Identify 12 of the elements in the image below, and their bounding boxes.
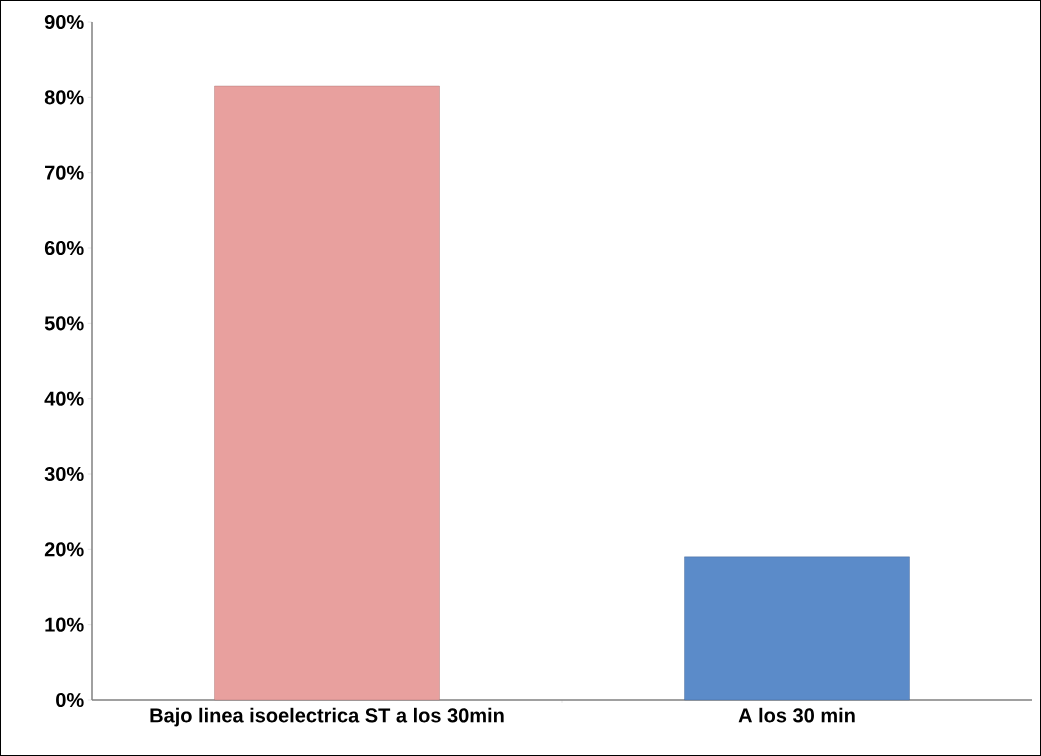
x-tick-label: A los 30 min — [738, 707, 855, 723]
y-tick-label: 70% — [45, 165, 84, 180]
y-tick-label: 80% — [44, 90, 84, 105]
y-tick-label: 30% — [44, 466, 84, 482]
y-tick-label: 50% — [44, 316, 84, 331]
y-tick-label: 90% — [44, 14, 84, 30]
y-tick-label: 10% — [45, 617, 84, 632]
x-tick-label: Bajo linea isoelectrica ST a los 30min — [150, 707, 504, 727]
y-tick-label: 60% — [44, 240, 84, 256]
y-tick-label: 40% — [44, 391, 84, 406]
y-tick-label: 0% — [56, 692, 84, 708]
y-tick-label: 20% — [44, 542, 84, 557]
